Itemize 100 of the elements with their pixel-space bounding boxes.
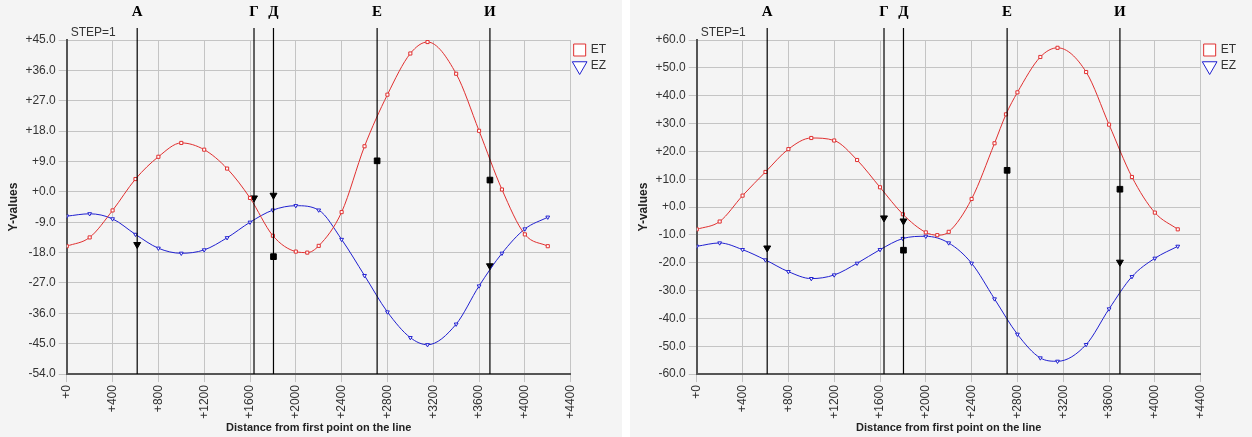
point xyxy=(935,233,940,238)
ref-line-label: Д xyxy=(268,3,280,19)
y-tick-label: +30.0 xyxy=(655,115,687,130)
x-tick-label: +400 xyxy=(734,384,749,413)
y-axis-title: Y-values xyxy=(5,182,20,232)
y-tick-label: +9.0 xyxy=(32,153,57,168)
y-tick-label: +27.0 xyxy=(25,93,57,108)
point xyxy=(1038,54,1043,60)
point xyxy=(476,284,482,289)
point xyxy=(854,261,860,266)
point xyxy=(969,261,975,266)
y-tick-label: -50.0 xyxy=(658,338,687,353)
point xyxy=(992,141,997,146)
point xyxy=(1083,342,1089,348)
point xyxy=(133,242,142,250)
point xyxy=(179,140,184,145)
legend-label: ET xyxy=(1220,42,1237,57)
x-tick-label: +2800 xyxy=(1009,384,1024,419)
point xyxy=(900,246,907,254)
point xyxy=(1129,275,1135,280)
point xyxy=(1106,307,1112,312)
y-tick-label: -36.0 xyxy=(28,305,57,320)
point xyxy=(946,229,951,234)
x-tick-label: +4000 xyxy=(517,384,532,419)
point xyxy=(992,297,997,302)
point xyxy=(362,273,367,279)
y-axis-title: Y-values xyxy=(635,182,650,232)
x-tick-label: +1600 xyxy=(242,384,257,419)
point xyxy=(763,245,772,253)
ref-line-label: А xyxy=(761,3,773,19)
y-tick-label: -10.0 xyxy=(658,227,687,242)
x-tick-label: +0 xyxy=(689,384,704,399)
y-tick-label: -40.0 xyxy=(658,310,687,325)
x-tick-label: +0 xyxy=(59,384,74,399)
x-tick-label: +400 xyxy=(104,384,119,413)
text: STEP=1 xyxy=(70,25,117,40)
point xyxy=(855,157,860,163)
point xyxy=(831,273,837,278)
point xyxy=(763,169,768,175)
point xyxy=(1175,227,1180,232)
point xyxy=(877,248,883,253)
point xyxy=(202,147,207,152)
x-tick-label: +2800 xyxy=(379,384,394,419)
point xyxy=(740,193,745,198)
x-tick-label: +1600 xyxy=(872,384,887,419)
point xyxy=(155,246,161,251)
point xyxy=(763,258,768,263)
point xyxy=(1015,90,1020,95)
point xyxy=(224,236,230,241)
point xyxy=(499,187,505,192)
x-tick-label: +1200 xyxy=(196,384,211,419)
point xyxy=(499,251,505,256)
x-axis-title: Distance from first point on the line xyxy=(226,421,412,434)
y-tick-label: -45.0 xyxy=(28,336,57,351)
y-tick-label: -9.0 xyxy=(35,214,57,229)
point xyxy=(87,235,92,240)
point xyxy=(293,249,298,254)
point xyxy=(832,138,837,143)
point xyxy=(522,232,527,237)
point xyxy=(717,241,723,246)
point xyxy=(946,241,952,246)
point xyxy=(201,248,207,253)
ref-line-label: Г xyxy=(879,3,889,19)
y-tick-label: +45.0 xyxy=(25,32,57,47)
legend-label: EZ xyxy=(590,58,607,73)
y-tick-label: +0.0 xyxy=(662,199,687,214)
point xyxy=(923,230,928,235)
point xyxy=(877,185,883,190)
y-tick-label: -60.0 xyxy=(658,366,687,381)
point xyxy=(425,343,430,348)
point xyxy=(740,248,745,253)
point xyxy=(425,40,430,45)
point xyxy=(1015,332,1020,337)
y-tick-label: -20.0 xyxy=(658,255,687,270)
x-axis-title: Distance from first point on the line xyxy=(856,421,1042,434)
point xyxy=(385,92,390,97)
x-tick-label: +2400 xyxy=(333,384,348,419)
point xyxy=(1055,45,1060,50)
point xyxy=(522,227,528,232)
point xyxy=(808,277,814,282)
point xyxy=(133,232,138,238)
x-tick-label: +3600 xyxy=(1101,384,1116,419)
point xyxy=(247,220,253,225)
x-tick-label: +4400 xyxy=(1192,384,1207,419)
point xyxy=(476,128,482,133)
y-tick-label: +50.0 xyxy=(655,60,687,75)
y-tick-label: +36.0 xyxy=(25,62,57,77)
x-tick-label: +2400 xyxy=(963,384,978,419)
point xyxy=(339,210,344,215)
ref-line-label: Г xyxy=(249,3,259,19)
x-tick-label: +2000 xyxy=(288,384,303,419)
x-tick-label: +800 xyxy=(150,384,165,413)
point xyxy=(316,208,322,213)
point xyxy=(899,218,908,226)
point xyxy=(1129,174,1135,180)
legend-label: ET xyxy=(590,42,607,57)
y-tick-label: -54.0 xyxy=(28,366,57,381)
point xyxy=(454,71,459,76)
point xyxy=(1037,356,1043,361)
y-tick-label: +18.0 xyxy=(25,123,57,138)
